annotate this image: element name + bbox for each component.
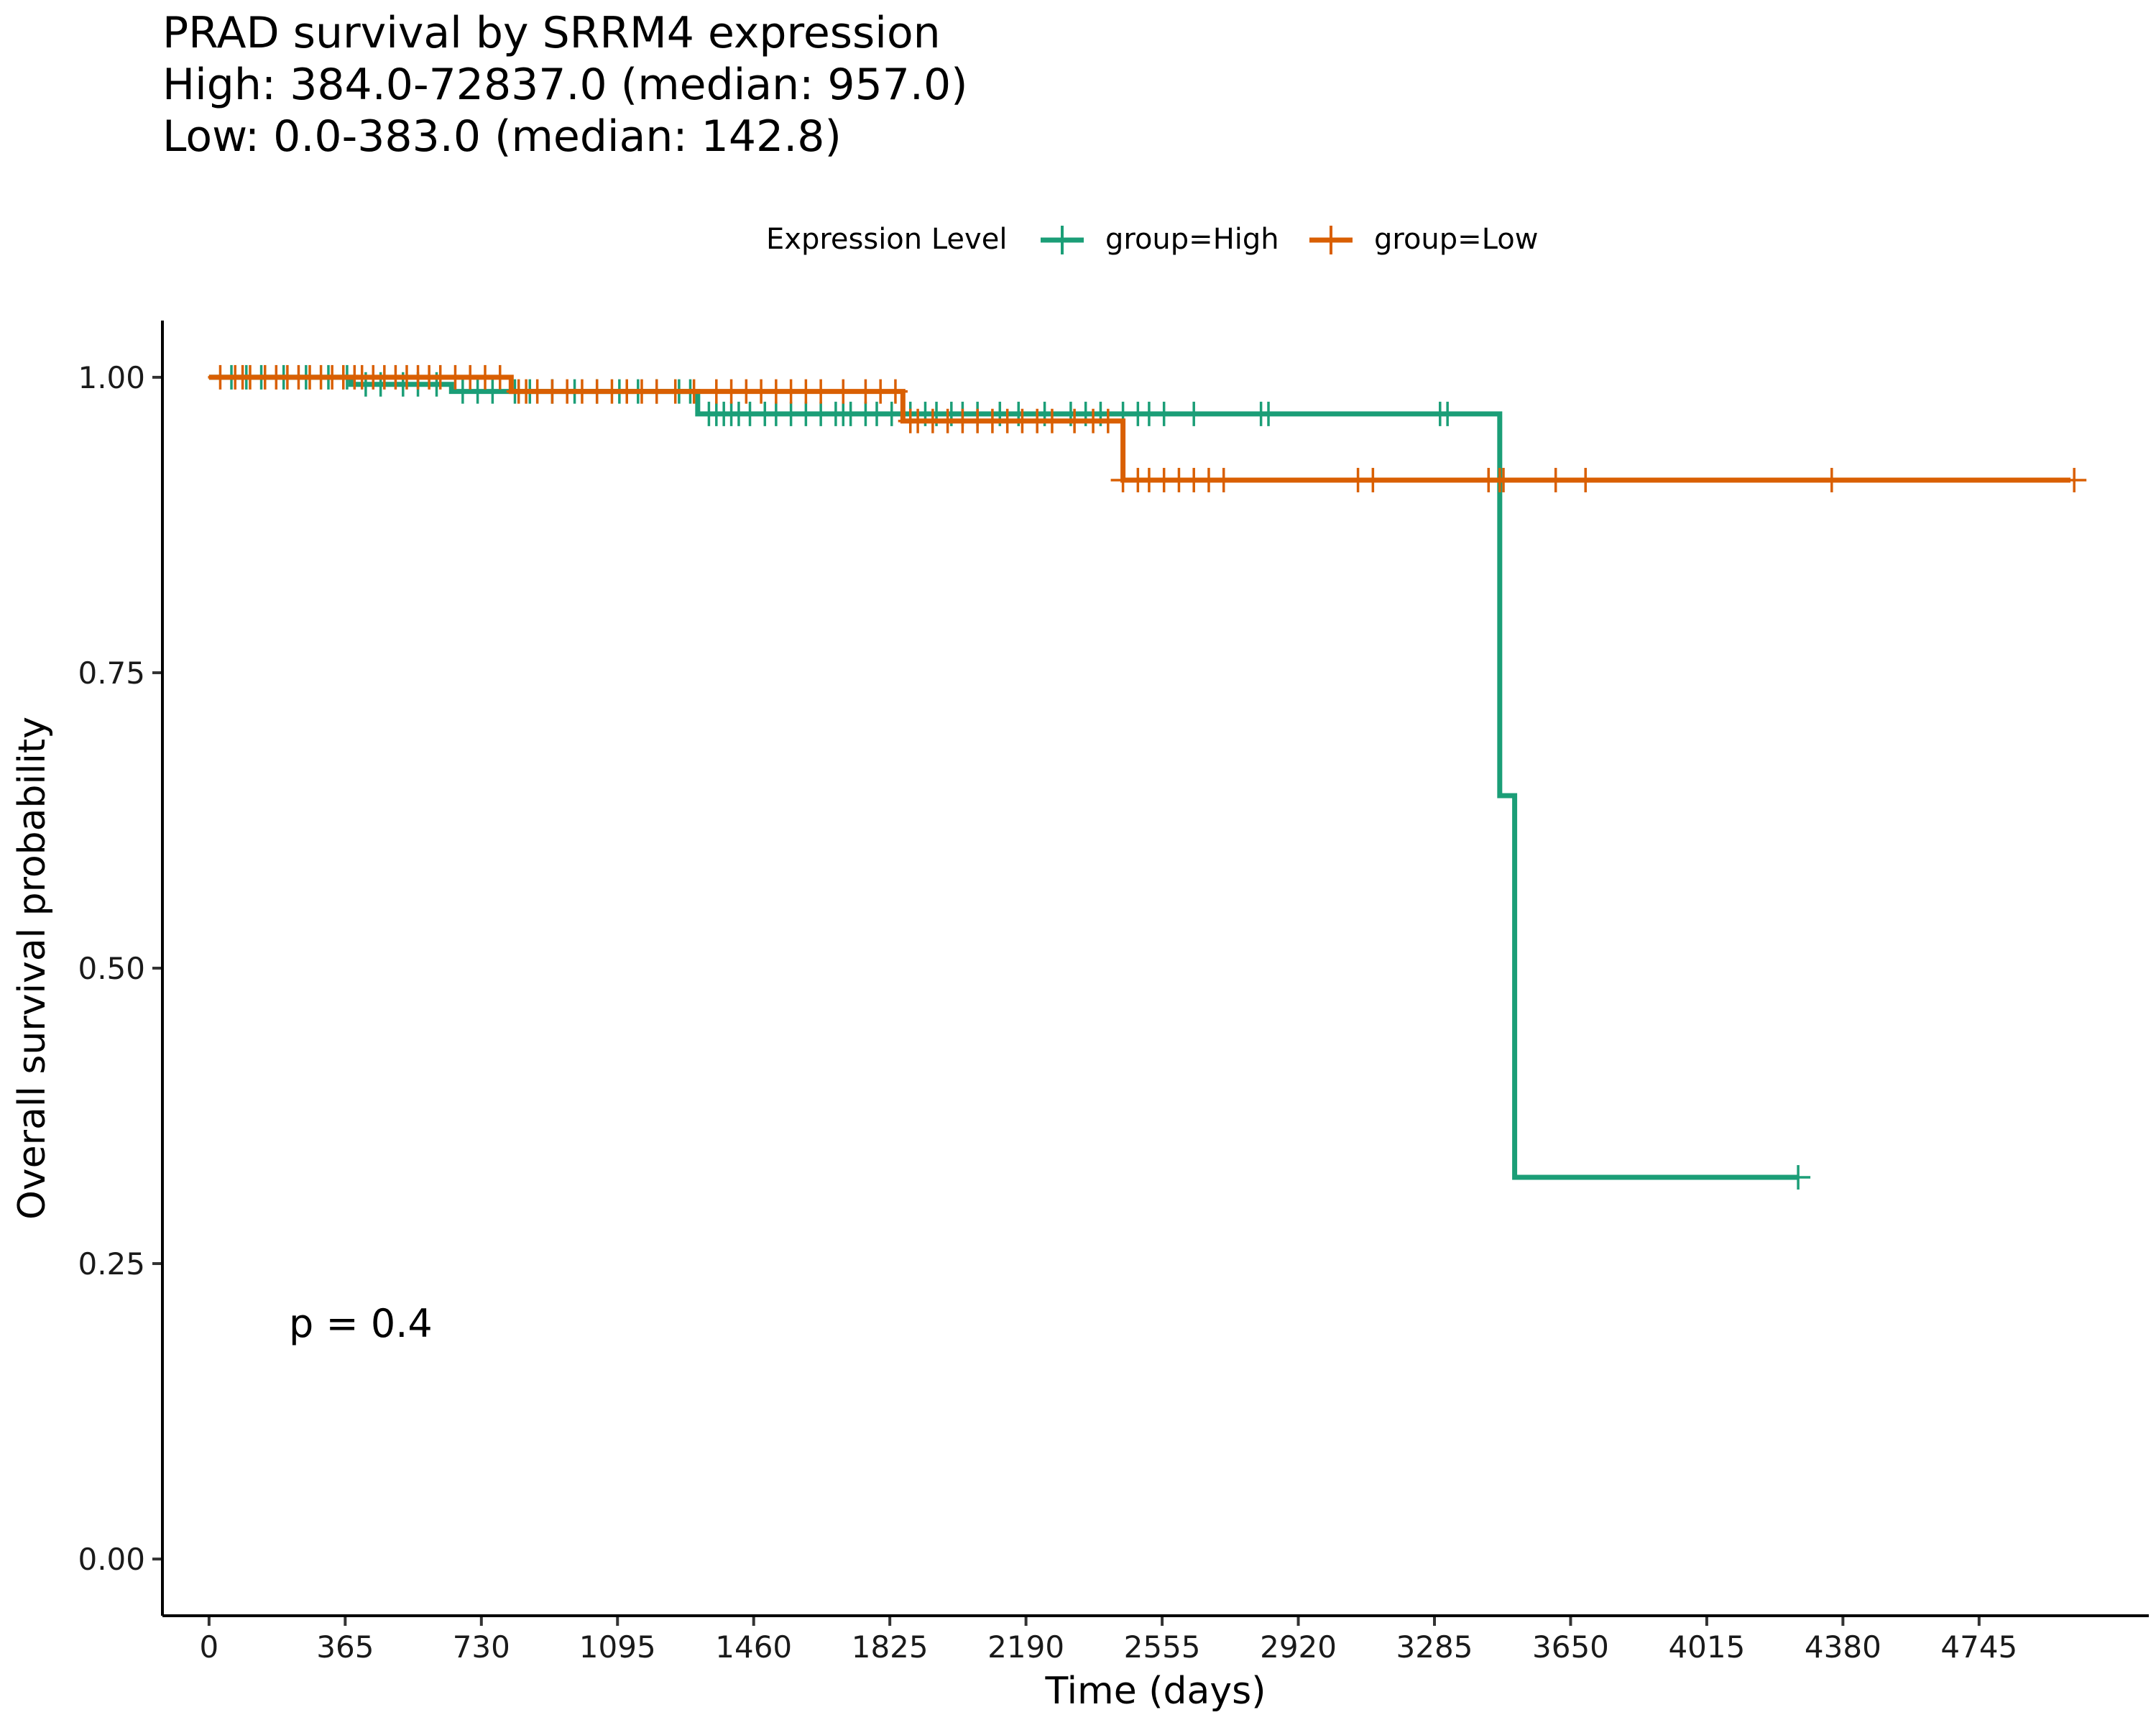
y-axis-ticks: 0.00 0.25 0.50 0.75 1.00 xyxy=(78,360,162,1577)
y-tick-label: 0.00 xyxy=(78,1542,145,1577)
series-group-low xyxy=(208,364,2087,492)
survival-line-group-high xyxy=(208,374,1799,1180)
chart-subtitle-high: High: 384.0-72837.0 (median: 957.0) xyxy=(162,60,968,110)
x-tick-label: 4745 xyxy=(1940,1629,2017,1665)
chart-title-block: PRAD survival by SRRM4 expression High: … xyxy=(162,7,968,162)
x-tick-label: 4015 xyxy=(1668,1629,1745,1665)
y-tick-label: 0.50 xyxy=(78,951,145,986)
y-tick-label: 0.75 xyxy=(78,656,145,691)
x-tick-label: 2920 xyxy=(1260,1629,1337,1665)
x-axis-ticks: 0 365 730 1095 1460 1825 2190 2555 2920 3285 3650 4… xyxy=(200,1616,2017,1665)
x-tick-label: 2555 xyxy=(1124,1629,1201,1665)
x-tick-label: 730 xyxy=(453,1629,510,1665)
x-tick-label: 3285 xyxy=(1396,1629,1473,1665)
y-tick-label: 0.25 xyxy=(78,1246,145,1282)
chart-subtitle-low: Low: 0.0-383.0 (median: 142.8) xyxy=(162,111,842,162)
legend-title: Expression Level xyxy=(766,223,1007,256)
legend: Expression Level group=High group=Low xyxy=(766,223,1538,256)
x-tick-label: 4380 xyxy=(1805,1629,1881,1665)
x-tick-label: 1825 xyxy=(852,1629,929,1665)
series-layer xyxy=(208,364,2087,1190)
x-tick-label: 365 xyxy=(316,1629,374,1665)
x-axis-title: Time (days) xyxy=(1044,1670,1266,1713)
x-tick-label: 0 xyxy=(200,1629,219,1665)
chart-title: PRAD survival by SRRM4 expression xyxy=(162,8,941,58)
x-tick-label: 2190 xyxy=(987,1629,1064,1665)
y-axis-title: Overall survival probability xyxy=(11,717,54,1220)
p-value-annotation: p = 0.4 xyxy=(289,1301,433,1346)
x-tick-label: 3650 xyxy=(1532,1629,1609,1665)
legend-label-high: group=High xyxy=(1105,223,1279,256)
legend-label-low: group=Low xyxy=(1374,223,1538,256)
x-tick-label: 1095 xyxy=(579,1629,656,1665)
y-tick-label: 1.00 xyxy=(78,360,145,395)
x-tick-label: 1460 xyxy=(715,1629,792,1665)
series-group-high xyxy=(208,364,1811,1190)
